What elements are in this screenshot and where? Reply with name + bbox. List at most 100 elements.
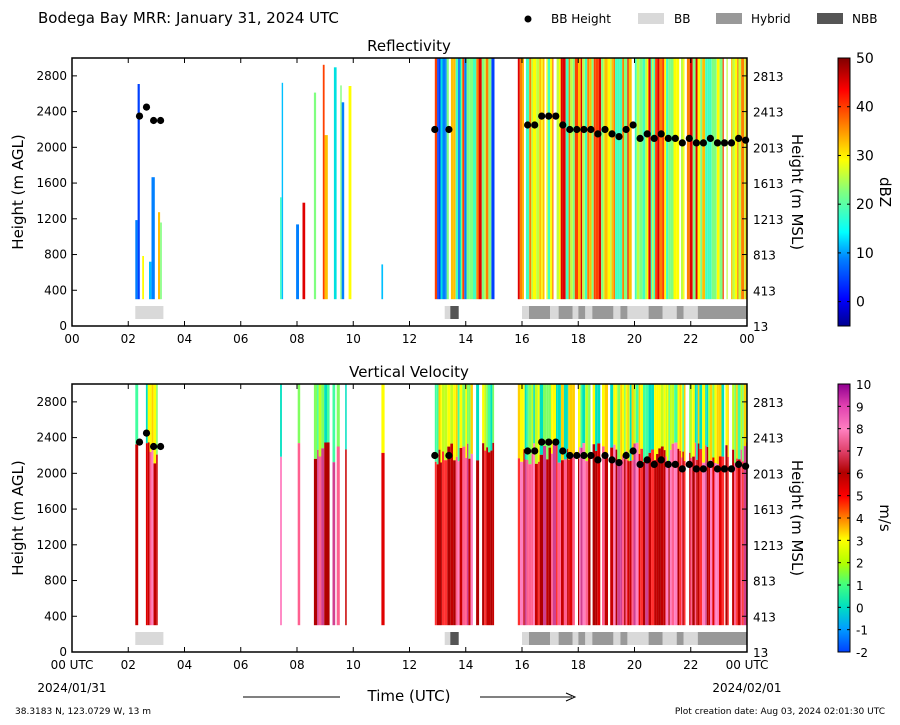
velocity-heat-cell bbox=[332, 462, 336, 626]
velocity-heat-cell bbox=[692, 456, 695, 626]
bb-height-point bbox=[573, 451, 581, 460]
bb-type-segment bbox=[135, 632, 164, 645]
velocity-heat-cell-top bbox=[585, 384, 589, 462]
velocity-heat-cell bbox=[694, 442, 697, 626]
reflectivity-heat-cell bbox=[611, 58, 614, 300]
reflectivity-heat-cell bbox=[676, 58, 680, 300]
bb-type-segment bbox=[697, 306, 747, 319]
velocity-heat-cell-top bbox=[696, 384, 698, 460]
reflectivity-heat-cell bbox=[666, 58, 669, 300]
velocity-heat-cell-top bbox=[708, 384, 710, 465]
velocity-heat-cell-top bbox=[526, 384, 529, 460]
reflectivity-heat-cell bbox=[453, 58, 456, 300]
velocity-heat-cell-top bbox=[434, 384, 437, 462]
reflectivity-heat-cell bbox=[559, 58, 561, 300]
x-tick-label: 18 bbox=[571, 658, 586, 672]
reflectivity-heat-cell bbox=[711, 58, 716, 300]
velocity-heat-cell-top bbox=[663, 384, 666, 451]
bb-height-point bbox=[685, 460, 693, 468]
bb-height-point bbox=[692, 465, 701, 473]
reflectivity-heat-cell bbox=[655, 58, 658, 300]
reflectivity-heat-cell bbox=[464, 58, 467, 300]
colorbar-tick-label: 9 bbox=[856, 400, 864, 414]
reflectivity-title: Reflectivity bbox=[367, 37, 451, 55]
velocity-heat-cell bbox=[457, 461, 460, 626]
reflectivity-heat-cell bbox=[533, 58, 537, 300]
velocity-heat-cell-top bbox=[324, 384, 327, 443]
velocity-heat-cell-top bbox=[568, 384, 570, 460]
velocity-heat-cell-top bbox=[602, 384, 605, 447]
bb-height-point bbox=[524, 121, 532, 129]
velocity-bb-points bbox=[135, 429, 750, 473]
bb-height-point bbox=[552, 438, 560, 446]
bb-height-point bbox=[531, 121, 539, 129]
x-tick-label: 20 bbox=[627, 658, 642, 672]
x-tick-label: 02 bbox=[121, 658, 136, 672]
colorbar-tick-label: 10 bbox=[856, 246, 874, 262]
velocity-heat-cell bbox=[629, 460, 632, 626]
velocity-heat-cell bbox=[482, 443, 485, 626]
bb-type-segment bbox=[613, 632, 621, 645]
velocity-heat-cell bbox=[135, 444, 139, 626]
bb-height-point bbox=[685, 134, 693, 142]
colorbar-tick-label: 50 bbox=[856, 51, 874, 67]
velocity-heat-cell-top bbox=[613, 384, 616, 445]
velocity-heat-cell-top bbox=[533, 384, 535, 444]
colorbar-tick-label: 3 bbox=[856, 534, 864, 548]
y-tick-label: 800 bbox=[44, 248, 67, 262]
y-tick-label-right: 1613 bbox=[753, 503, 784, 517]
reflectivity-heat-cell bbox=[529, 58, 532, 300]
bb-height-point bbox=[552, 112, 560, 120]
reflectivity-heat-cell bbox=[565, 58, 569, 300]
reflectivity-heat-cell bbox=[446, 58, 449, 300]
bb-type-segment bbox=[648, 632, 663, 645]
velocity-heat-cell bbox=[727, 457, 729, 626]
velocity-heat-cell bbox=[438, 449, 441, 626]
bb-height-point bbox=[657, 456, 665, 464]
bb-type-segment bbox=[572, 306, 579, 319]
velocity-heat-cell-top bbox=[534, 384, 538, 464]
velocity-heat-cell bbox=[705, 445, 707, 626]
bb-type-segment bbox=[522, 306, 529, 319]
legend-nbb-swatch bbox=[817, 13, 843, 24]
velocity-heat-cell-top bbox=[484, 384, 487, 451]
x-tick-label: 06 bbox=[233, 658, 248, 672]
velocity-heat-cell-top bbox=[455, 384, 458, 457]
velocity-heat-cell bbox=[468, 458, 471, 626]
velocity-heat-cell bbox=[682, 451, 684, 626]
reflectivity-heat-cell bbox=[681, 58, 684, 300]
velocity-heat-cell bbox=[534, 463, 538, 626]
reflectivity-heat-cell bbox=[158, 212, 161, 300]
velocity-heat-cell bbox=[613, 444, 616, 626]
velocity-heat-cell-top bbox=[582, 384, 586, 443]
bb-height-point bbox=[664, 460, 672, 468]
y-tick-label: 1600 bbox=[36, 502, 67, 516]
velocity-heat-cell-top bbox=[643, 384, 646, 462]
x-tick-label: 08 bbox=[289, 332, 304, 346]
velocity-heat-cell bbox=[622, 456, 625, 626]
velocity-heat-cell-top bbox=[648, 384, 652, 453]
bb-height-point bbox=[150, 116, 158, 125]
velocity-heat-cell bbox=[486, 447, 488, 626]
velocity-heat-cell bbox=[520, 461, 524, 626]
velocity-heat-cell-top bbox=[528, 384, 532, 465]
velocity-heat-cell bbox=[714, 463, 717, 626]
velocity-heat-cell-top bbox=[697, 384, 700, 444]
reflectivity-heat-cell bbox=[455, 58, 459, 300]
bb-height-point bbox=[706, 460, 715, 468]
bb-type-segment bbox=[135, 306, 164, 319]
velocity-heat-cell bbox=[524, 459, 527, 626]
velocity-heat-cell-top bbox=[459, 384, 463, 448]
bb-height-point bbox=[545, 112, 553, 120]
bb-type-segment bbox=[620, 632, 628, 645]
reflectivity-heat-cell bbox=[647, 58, 649, 300]
reflectivity-heat-cell bbox=[604, 58, 608, 300]
velocity-heat-cell-top bbox=[740, 384, 743, 450]
reflectivity-heat-cell bbox=[636, 58, 640, 300]
x-tick-label: 14 bbox=[458, 332, 473, 346]
velocity-heat-cell-top bbox=[145, 384, 148, 444]
velocity-heat-cell bbox=[702, 462, 706, 626]
velocity-heat-cell-top bbox=[444, 384, 448, 461]
y-tick-label-right: 1613 bbox=[753, 177, 784, 191]
